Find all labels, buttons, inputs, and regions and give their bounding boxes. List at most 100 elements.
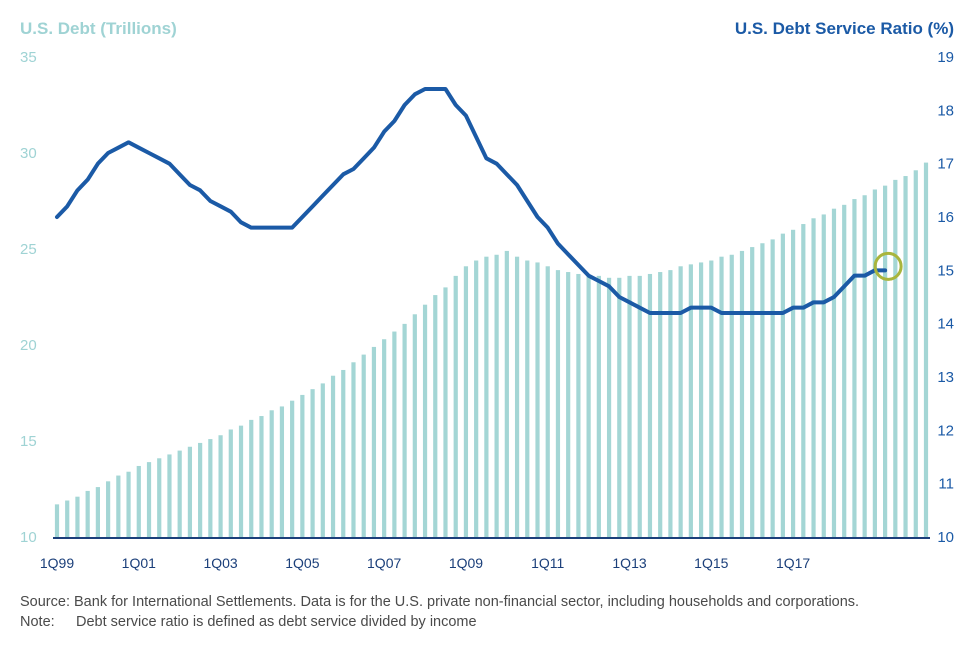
debt-bar [361,354,366,537]
debt-bar [739,250,745,538]
debt-bar [136,465,141,537]
left-axis-ticks: 35 30 25 20 15 10 [20,49,37,546]
note-label: Note: [20,614,55,630]
right-tick-label: 18 [937,102,954,119]
debt-bar [116,475,121,537]
debt-bar [883,185,888,537]
debt-chart: U.S. Debt (Trillions) U.S. Debt Service … [20,19,954,571]
debt-bar [167,454,172,537]
debt-bar [218,435,223,537]
debt-bar [627,275,632,537]
debt-bar [54,504,60,537]
debt-bar [780,233,785,537]
debt-bar [249,419,254,537]
debt-bar [320,383,325,537]
debt-bar [433,295,438,537]
left-tick-label: 30 [20,145,37,162]
x-tick-label: 1Q17 [776,555,810,571]
right-tick-label: 11 [938,476,954,493]
debt-bar [351,362,356,537]
debt-bar [75,496,80,537]
debt-bar [310,389,315,537]
debt-bar [157,458,162,537]
debt-bar [903,176,908,538]
right-tick-label: 17 [937,156,954,173]
debt-bar [504,250,509,538]
debt-bar [893,179,898,537]
source-label: Source: [20,594,70,610]
x-tick-label: 1Q99 [40,555,74,571]
x-tick-label: 1Q01 [122,555,156,571]
debt-bar [95,487,100,537]
debt-bar [637,275,642,537]
debt-bar [566,272,571,537]
debt-bar [330,375,336,537]
debt-bar [801,224,806,538]
debt-bar [290,400,295,537]
debt-bar [453,275,458,537]
debt-bar [729,254,734,537]
right-tick-label: 16 [937,209,954,226]
debt-bar [790,229,796,538]
left-tick-label: 15 [20,433,37,450]
debt-bar [668,270,673,537]
right-tick-label: 13 [937,369,954,386]
debt-bar [617,277,622,537]
left-tick-label: 10 [20,529,37,546]
debt-bar [494,254,499,537]
debt-bar [187,446,193,537]
debt-bar [402,323,407,537]
debt-bar [463,266,469,537]
debt-bar [852,199,857,537]
x-tick-label: 1Q13 [612,555,646,571]
right-tick-label: 12 [937,422,954,439]
debt-bar [474,260,479,537]
debt-bar [300,394,305,537]
debt-bar [443,287,448,537]
right-axis-title: U.S. Debt Service Ratio (%) [735,19,954,38]
debt-bar [65,500,70,537]
debt-bar [279,406,285,537]
debt-bar [606,277,612,537]
x-axis-ticks: 1Q99 1Q01 1Q03 1Q05 1Q07 1Q09 1Q11 1Q13 1Q15 1Q17 [40,555,811,571]
note-row: Note: Debt service ratio is defined as de… [20,612,859,632]
debt-bar [831,208,837,537]
debt-bars [54,162,929,538]
debt-bar [923,162,929,537]
debt-bar [371,346,377,537]
debt-bar [586,275,591,537]
x-tick-label: 1Q07 [367,555,401,571]
debt-bar [719,256,724,537]
left-tick-label: 35 [20,49,37,66]
x-tick-label: 1Q09 [449,555,483,571]
debt-bar [842,204,847,537]
debt-bar [341,369,346,537]
dsr-line [55,87,888,315]
debt-bar [412,314,417,537]
debt-bar [698,262,704,537]
source-row: Source: Bank for International Settlemen… [20,592,859,612]
debt-bar [198,442,203,537]
dsr-line-group [55,87,903,315]
debt-bar [770,239,775,537]
debt-bar [709,260,714,537]
debt-bar [545,266,550,537]
source-text: Bank for International Settlements. Data… [74,594,860,610]
debt-bar [688,264,693,537]
x-tick-label: 1Q11 [531,555,564,571]
debt-bar [514,256,520,537]
left-tick-label: 20 [20,337,37,354]
debt-bar [228,429,233,537]
debt-bar [555,270,561,537]
debt-bar [484,256,489,537]
left-tick-label: 25 [20,241,37,258]
debt-bar [862,195,867,538]
chart-notes: Source: Bank for International Settlemen… [20,592,859,632]
right-tick-label: 10 [937,529,954,546]
debt-bar [647,273,653,537]
debt-bar [535,262,540,537]
debt-bar [146,462,152,537]
debt-bar [177,450,182,537]
debt-bar [750,247,755,537]
x-tick-label: 1Q03 [203,555,237,571]
